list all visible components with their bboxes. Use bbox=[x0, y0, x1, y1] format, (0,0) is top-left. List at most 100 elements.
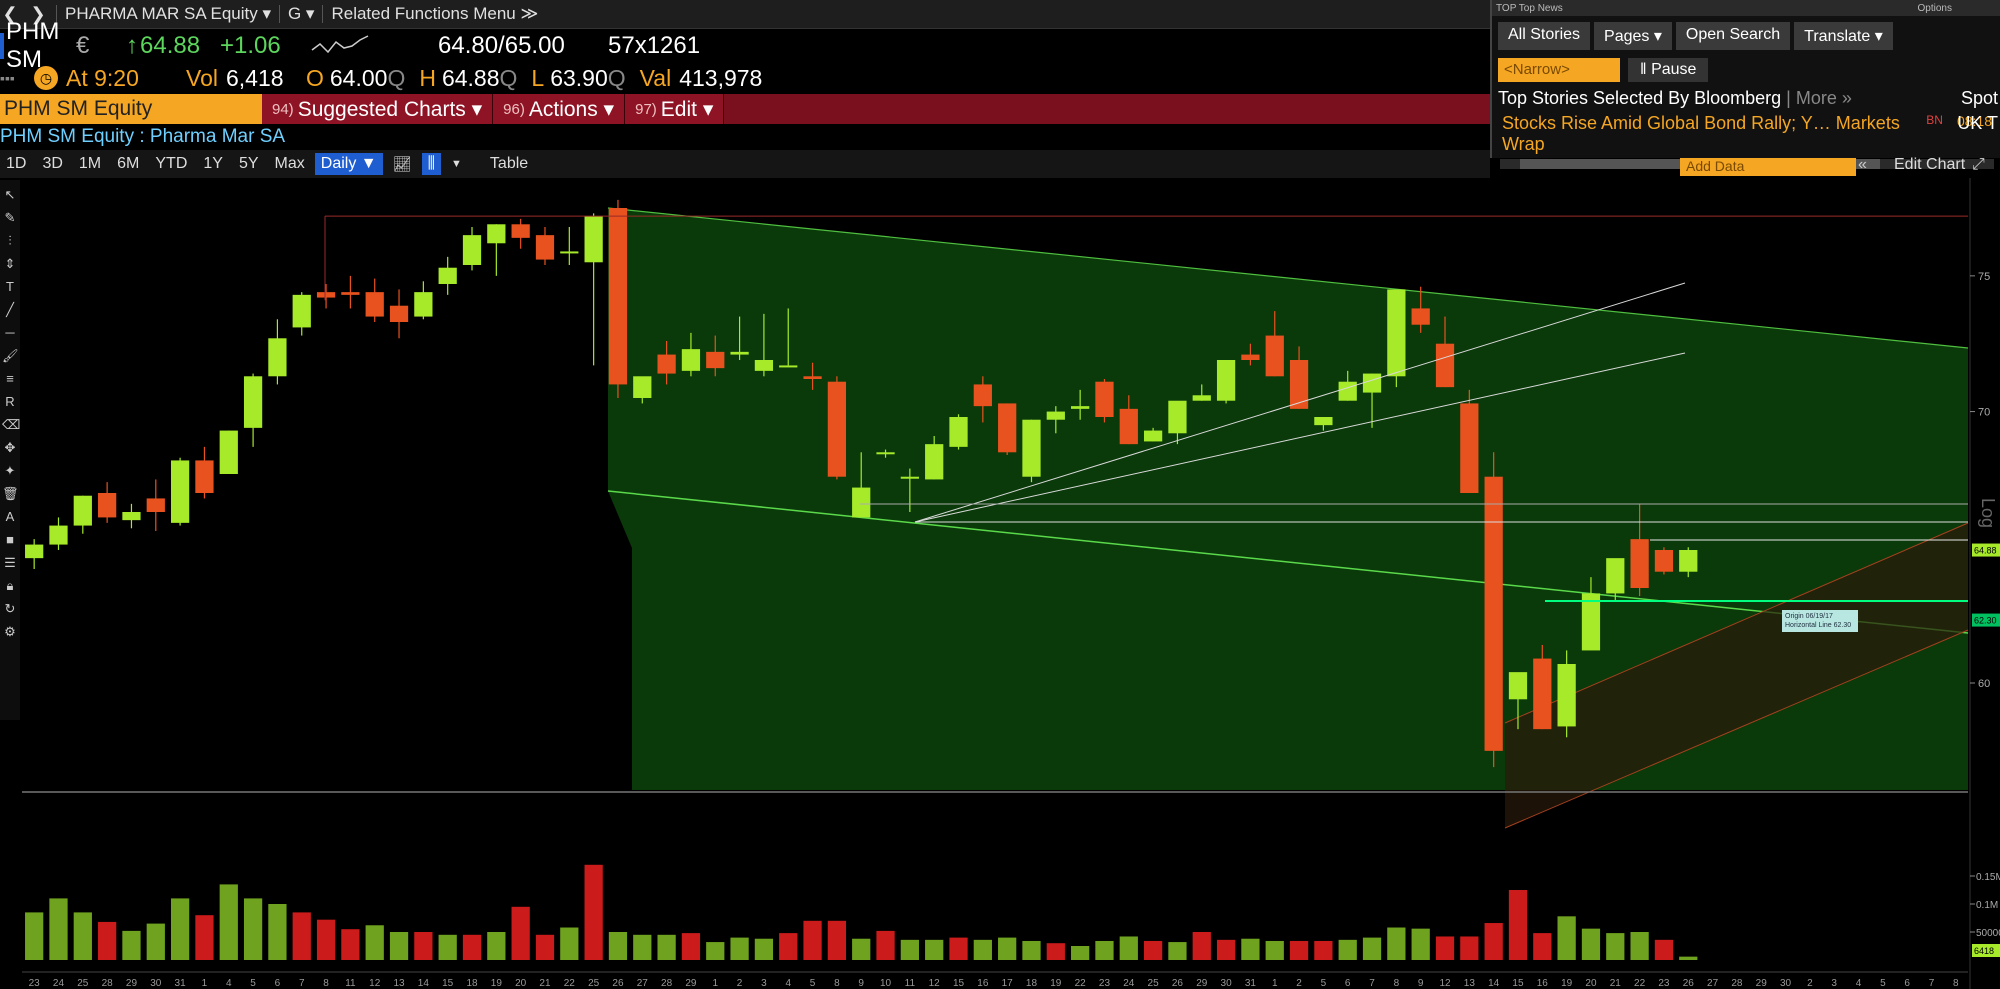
date-tick-label: 30 bbox=[1780, 978, 1792, 989]
expand-icon[interactable]: ⤢ bbox=[1972, 156, 1985, 173]
fib-icon[interactable]: ⫶ bbox=[8, 233, 12, 248]
pen-icon[interactable]: ✎ bbox=[4, 210, 16, 225]
narrow-input[interactable]: <Narrow> bbox=[1498, 58, 1620, 82]
tab-translate[interactable]: Translate ▾ bbox=[1794, 22, 1893, 50]
date-tick-label: 25 bbox=[77, 978, 89, 989]
net-change: +1.06 bbox=[220, 32, 281, 59]
table-button[interactable]: Table bbox=[489, 155, 529, 172]
annotation-icon[interactable]: A bbox=[5, 509, 15, 524]
edit-button[interactable]: 97) Edit ▾ bbox=[625, 94, 725, 124]
candle-body bbox=[535, 235, 555, 260]
candle-body bbox=[730, 351, 749, 355]
measure-icon[interactable]: ⇕ bbox=[4, 256, 16, 271]
date-tick-label: 27 bbox=[637, 978, 649, 989]
volume-bar bbox=[730, 937, 749, 960]
tf-6m[interactable]: 6M bbox=[117, 155, 140, 172]
more-link[interactable]: More » bbox=[1795, 88, 1852, 108]
date-tick-label: 21 bbox=[1610, 978, 1622, 989]
news-headline-row[interactable]: Stocks Rise Amid Global Bond Rally; Y… M… bbox=[1492, 113, 2000, 155]
security-menu[interactable]: PHARMA MAR SA Equity ▾ bbox=[65, 4, 271, 23]
eraser-icon[interactable]: ⌫ bbox=[2, 417, 21, 432]
tab-pages[interactable]: Pages ▾ bbox=[1594, 22, 1672, 50]
line-chart-icon[interactable]: 📈︎ bbox=[392, 156, 412, 173]
candle-body bbox=[1265, 335, 1284, 377]
marker-icon[interactable]: ✦ bbox=[4, 463, 16, 478]
divider bbox=[322, 5, 324, 23]
collapse-icon[interactable]: « bbox=[1858, 156, 1867, 173]
date-tick-label: 27 bbox=[1707, 978, 1719, 989]
date-tick-label: 9 bbox=[858, 978, 864, 989]
tab-all-stories[interactable]: All Stories bbox=[1498, 22, 1591, 50]
volume-bar bbox=[73, 912, 92, 960]
date-tick-label: 5 bbox=[250, 978, 256, 989]
volume-bar bbox=[1119, 936, 1138, 960]
g-menu[interactable]: G ▾ bbox=[287, 4, 315, 23]
brush-icon[interactable]: 🖌︎ bbox=[2, 348, 19, 363]
gear-icon[interactable]: ⚙ bbox=[4, 624, 16, 639]
text-icon[interactable]: T bbox=[6, 279, 14, 294]
pointer-icon[interactable]: ↖ bbox=[4, 187, 16, 202]
tf-5y[interactable]: 5Y bbox=[238, 155, 259, 172]
period-dropdown[interactable]: Daily ▼ bbox=[314, 153, 383, 175]
date-tick-label: 12 bbox=[369, 978, 381, 989]
tf-max[interactable]: Max bbox=[274, 155, 305, 172]
date-tick-label: 7 bbox=[1369, 978, 1375, 989]
bid-ask-size: 57x1261 bbox=[608, 32, 701, 59]
refresh-icon[interactable]: ↻ bbox=[4, 601, 16, 616]
candle-body bbox=[876, 452, 895, 455]
news-options[interactable]: Options bbox=[1917, 2, 1952, 14]
candle-body bbox=[462, 235, 482, 265]
volume-label: Vol bbox=[186, 64, 218, 91]
color-icon[interactable]: ■ bbox=[6, 532, 14, 547]
move-icon[interactable]: ✥ bbox=[4, 440, 16, 455]
back-arrow-icon[interactable]: ❮ bbox=[2, 3, 18, 24]
security-field[interactable]: PHM SM Equity bbox=[0, 94, 262, 124]
actions-button[interactable]: 96) Actions ▾ bbox=[493, 94, 626, 124]
candle-body bbox=[219, 430, 238, 474]
related-functions-menu[interactable]: Related Functions Menu ≫ bbox=[331, 4, 539, 23]
date-tick-label: 6 bbox=[1345, 978, 1351, 989]
tab-open-search[interactable]: Open Search bbox=[1675, 22, 1791, 50]
volume-bar bbox=[1484, 923, 1503, 960]
volume-bar bbox=[243, 898, 263, 960]
tf-ytd[interactable]: YTD bbox=[155, 155, 188, 172]
r-tool-icon[interactable]: R bbox=[5, 394, 15, 409]
chart-type-dropdown-icon[interactable]: ▼ bbox=[451, 158, 462, 170]
add-data-field[interactable]: Add Data bbox=[1680, 158, 1856, 176]
date-tick-label: 26 bbox=[612, 978, 624, 989]
forward-arrow-icon[interactable]: ❯ bbox=[30, 3, 46, 24]
tf-1d[interactable]: 1D bbox=[6, 155, 27, 172]
volume-bar bbox=[852, 938, 871, 960]
hline-icon[interactable]: ─ bbox=[5, 325, 15, 340]
channel-icon[interactable]: ≡ bbox=[6, 371, 14, 386]
volume-bar bbox=[1022, 940, 1041, 960]
candle-body bbox=[195, 460, 214, 493]
trash-icon[interactable]: 🗑︎ bbox=[2, 486, 19, 501]
tf-3d[interactable]: 3D bbox=[42, 155, 63, 172]
volume-bar bbox=[657, 934, 676, 960]
lock-icon[interactable]: 🔒︎ bbox=[6, 578, 14, 593]
date-tick-label: 11 bbox=[345, 978, 356, 989]
tooltip-origin: Origin 06/19/17 bbox=[1785, 613, 1833, 620]
suggested-charts-button[interactable]: 94) Suggested Charts ▾ bbox=[262, 94, 494, 124]
volume-bar bbox=[1192, 932, 1211, 960]
up-arrow-icon: ↑ bbox=[126, 32, 138, 59]
lines-icon[interactable]: ☰ bbox=[4, 555, 16, 570]
top-news-panel: TOP Top News Options All Stories Pages ▾ … bbox=[1490, 0, 2000, 169]
candle-body bbox=[365, 292, 384, 317]
edit-label: Edit ▾ bbox=[660, 97, 714, 121]
tf-1m[interactable]: 1M bbox=[78, 155, 102, 172]
volume-bar bbox=[98, 921, 117, 960]
pause-button[interactable]: ‖ Pause bbox=[1628, 58, 1709, 82]
edit-chart-button[interactable]: Edit Chart bbox=[1894, 156, 1966, 173]
candle-chart-icon[interactable]: ⫼ bbox=[421, 153, 442, 175]
volume-bar bbox=[1241, 938, 1260, 960]
date-tick-label: 25 bbox=[588, 978, 600, 989]
headline-text[interactable]: Stocks Rise Amid Global Bond Rally; Y… M… bbox=[1502, 113, 1900, 154]
candle-body bbox=[1581, 593, 1601, 651]
tf-1y[interactable]: 1Y bbox=[203, 155, 223, 172]
trendline-icon[interactable]: ╱ bbox=[6, 302, 14, 317]
date-tick-label: 29 bbox=[1756, 978, 1768, 989]
low-value: 63.90 bbox=[550, 64, 608, 91]
